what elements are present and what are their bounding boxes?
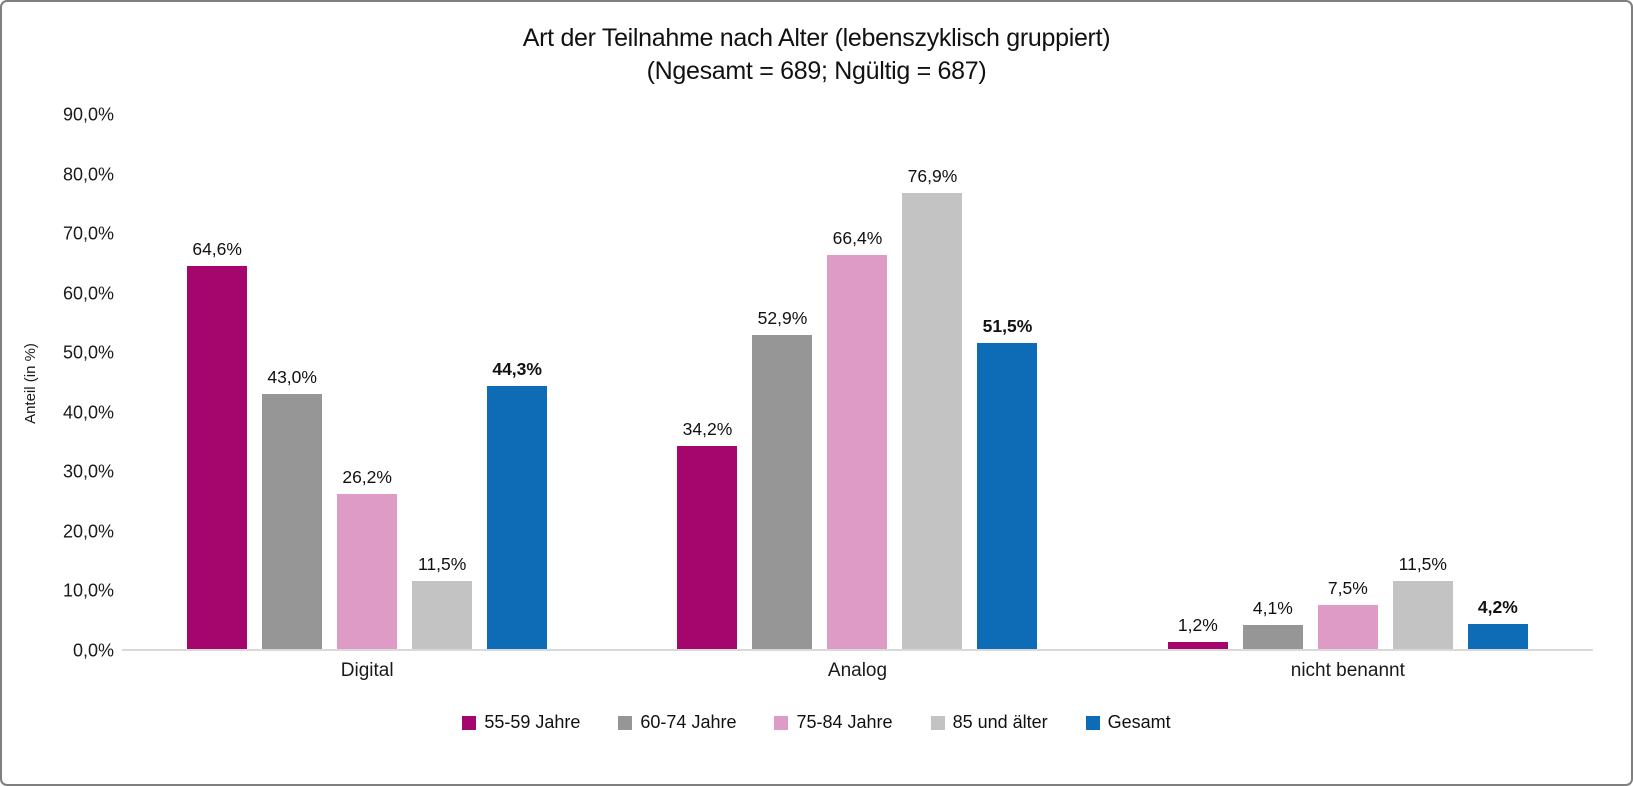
bar-value-label: 51,5% [982, 316, 1033, 337]
bar-value-label: 64,6% [192, 238, 242, 259]
y-axis-tick-label: 80,0% [62, 164, 114, 185]
bar-group-digital: 64,6% 43,0% 26,2% 11,5% 44,3% [122, 115, 612, 649]
bar-value-label: 4,1% [1252, 597, 1293, 618]
legend-item: 75-84 Jahre [774, 712, 893, 733]
bar: 11,5% [1392, 554, 1453, 649]
bar: 44,3% [487, 359, 548, 649]
legend-swatch-icon [1085, 715, 1100, 730]
legend-label: Gesamt [1107, 712, 1171, 732]
bar-group-nicht-benannt: 1,2% 4,1% 7,5% 11,5% 4,2% [1103, 115, 1593, 649]
legend-swatch-icon [462, 715, 477, 730]
bar-value-label: 11,5% [417, 553, 467, 574]
bar: 4,1% [1242, 598, 1303, 649]
bar-value-label: 26,2% [342, 466, 392, 487]
bar-value-label: 34,2% [682, 419, 733, 440]
bar: 51,5% [977, 316, 1038, 649]
bar: 26,2% [337, 467, 398, 649]
legend-label: 75-84 Jahre [796, 712, 893, 732]
y-axis-tick-label: 10,0% [62, 580, 114, 601]
bar-value-label: 76,9% [907, 165, 958, 186]
chart-legend: 55-59 Jahre 60-74 Jahre 75-84 Jahre 85 und … [2, 712, 1631, 733]
bar: 76,9% [902, 166, 963, 649]
bar: 34,2% [677, 419, 738, 649]
chart-plot: 64,6% 43,0% 26,2% 11,5% 44,3% 34,2% 52,9% 66,4%… [122, 115, 1593, 651]
bar: 1,2% [1167, 615, 1228, 649]
bar-value-label: 4,2% [1477, 597, 1518, 618]
bar-group-analog: 34,2% 52,9% 66,4% 76,9% 51,5% [612, 115, 1102, 649]
bar: 7,5% [1317, 578, 1378, 649]
x-axis-category-labels: Digital Analog nicht benannt [122, 660, 1593, 682]
legend-item: Gesamt [1085, 712, 1171, 733]
legend-swatch-icon [774, 715, 789, 730]
legend-swatch-icon [618, 715, 633, 730]
x-axis-category-label: Analog [827, 660, 888, 681]
y-axis-tick-label: 50,0% [62, 342, 114, 363]
chart-title: Art der Teilnahme nach Alter (lebenszykl… [522, 24, 1111, 52]
bar-value-label: 11,5% [1398, 553, 1447, 574]
bar: 11,5% [412, 554, 473, 649]
bar-value-label: 7,5% [1327, 577, 1368, 598]
bar: 4,2% [1467, 597, 1528, 649]
legend-label: 55-59 Jahre [484, 712, 581, 732]
y-axis-title: Anteil (in %) [21, 342, 39, 424]
legend-label: 60-74 Jahre [640, 712, 737, 732]
bar: 66,4% [827, 228, 888, 649]
y-axis-tick-label: 30,0% [62, 461, 114, 482]
bar: 64,6% [187, 239, 248, 649]
y-axis-tick-label: 20,0% [62, 521, 114, 542]
legend-item: 55-59 Jahre [462, 712, 580, 733]
chart-subtitle: (Ngesamt = 689; Ngültig = 687) [646, 57, 987, 85]
x-axis-category-label: nicht benannt [1290, 660, 1405, 681]
chart-area: Anteil (in %) 0,0% 10,0% 20,0% 30,0% 40,0% 50… [2, 105, 1631, 661]
y-axis-tick-label: 0,0% [72, 640, 114, 661]
y-axis-tick-labels: 0,0% 10,0% 20,0% 30,0% 40,0% 50,0% 60,0% 70,0% 8… [58, 105, 122, 661]
bar-value-label: 52,9% [757, 308, 808, 329]
legend-swatch-icon [930, 715, 945, 730]
x-axis-category-label: Digital [340, 660, 394, 681]
bar-value-label: 43,0% [267, 366, 317, 387]
bar: 43,0% [262, 367, 323, 649]
legend-label: 85 und älter [952, 712, 1048, 732]
y-axis-tick-label: 90,0% [62, 104, 114, 125]
y-axis-tick-label: 60,0% [62, 283, 114, 304]
bar-value-label: 66,4% [832, 228, 883, 249]
y-axis-tick-label: 40,0% [62, 402, 114, 423]
legend-item: 60-74 Jahre [618, 712, 736, 733]
chart-title-block: Art der Teilnahme nach Alter (lebenszykl… [2, 2, 1631, 88]
y-axis-tick-label: 70,0% [62, 223, 114, 244]
bar: 52,9% [752, 308, 813, 649]
bar-value-label: 44,3% [492, 359, 542, 380]
legend-item: 85 und älter [930, 712, 1048, 733]
y-axis-title-container: Anteil (in %) [2, 115, 58, 651]
bar-value-label: 1,2% [1177, 614, 1218, 635]
